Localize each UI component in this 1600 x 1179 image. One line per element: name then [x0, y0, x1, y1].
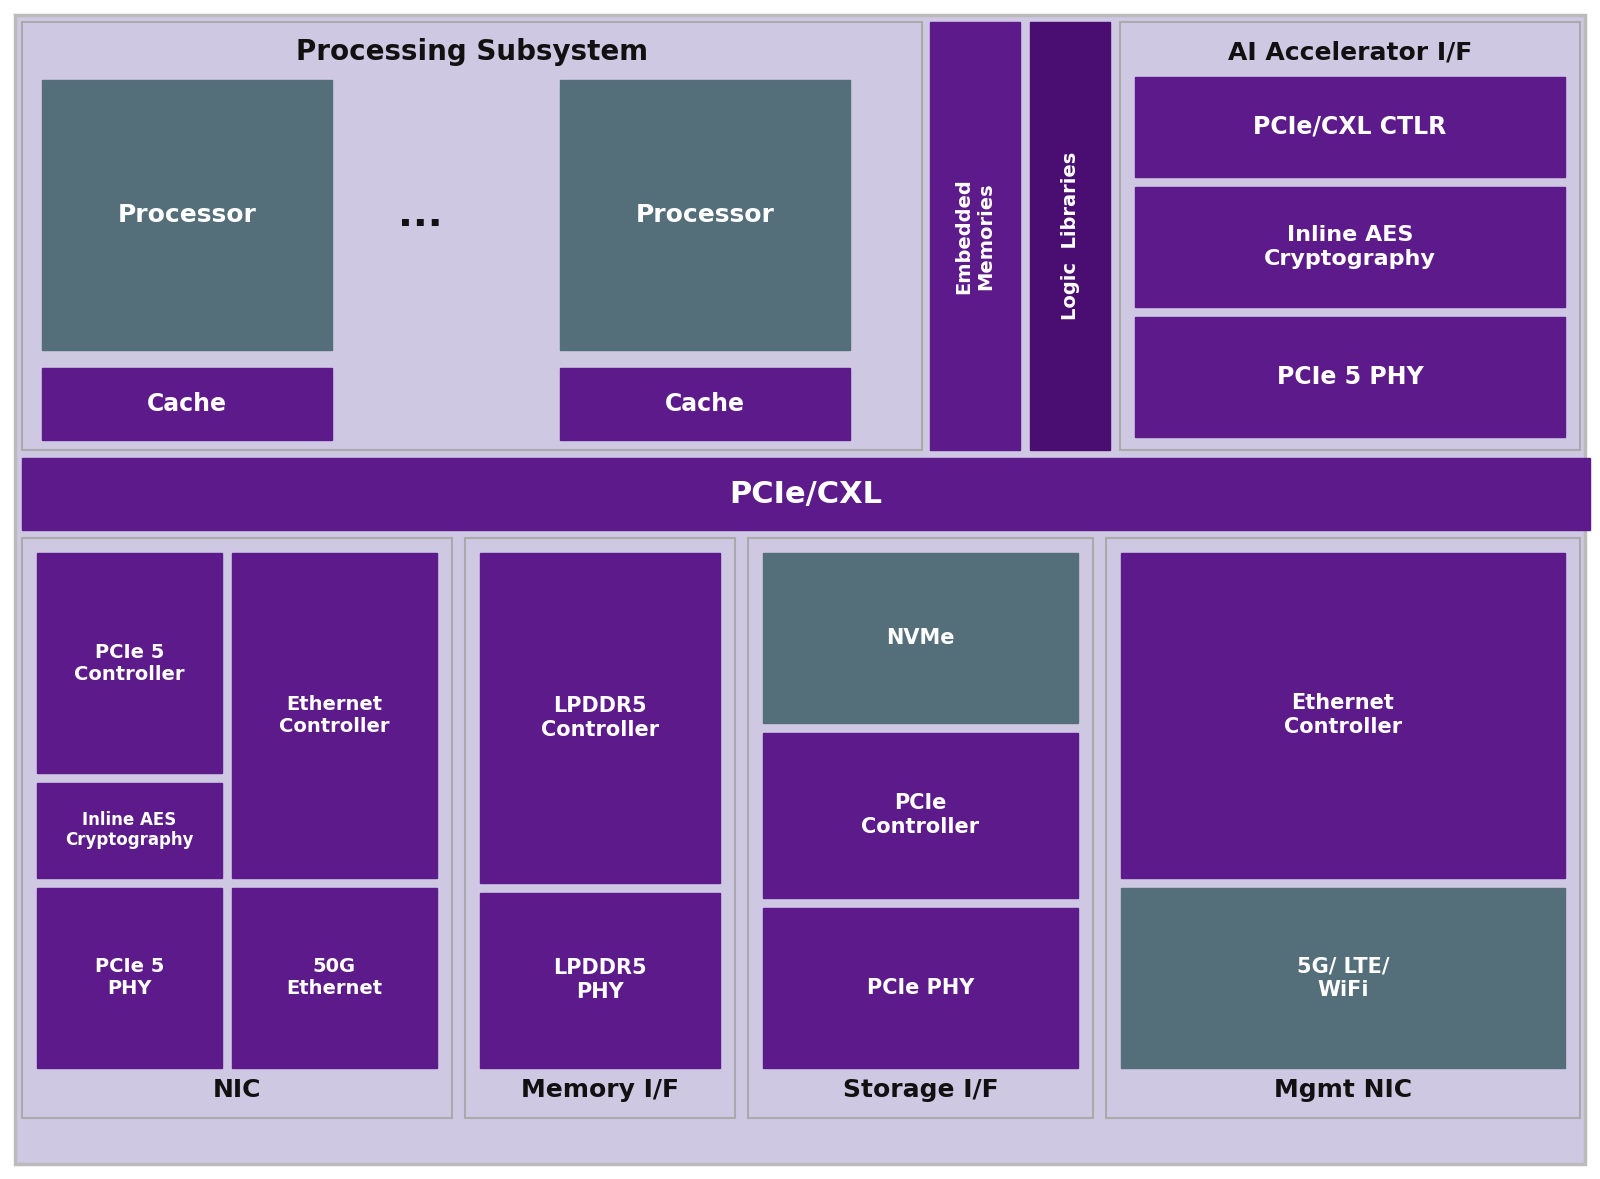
Bar: [232, 553, 437, 878]
Text: 50G
Ethernet: 50G Ethernet: [286, 957, 382, 999]
Text: Mgmt NIC: Mgmt NIC: [1274, 1078, 1413, 1102]
Text: PCIe/CXL CTLR: PCIe/CXL CTLR: [1253, 116, 1446, 139]
Bar: [1122, 553, 1565, 878]
Text: Embedded
Memories: Embedded Memories: [955, 178, 995, 294]
Bar: [42, 80, 333, 350]
Bar: [1106, 538, 1581, 1118]
Bar: [560, 368, 850, 440]
Bar: [1030, 22, 1110, 450]
Bar: [930, 22, 1021, 450]
Text: Ethernet
Controller: Ethernet Controller: [1283, 693, 1402, 737]
Bar: [560, 80, 850, 350]
Bar: [37, 553, 222, 773]
Text: Processing Subsystem: Processing Subsystem: [296, 38, 648, 66]
Text: NIC: NIC: [213, 1078, 261, 1102]
Bar: [37, 783, 222, 878]
Bar: [480, 893, 720, 1068]
Text: Inline AES
Cryptography: Inline AES Cryptography: [1264, 225, 1435, 269]
Text: LPDDR5
PHY: LPDDR5 PHY: [554, 959, 646, 1002]
Text: Cache: Cache: [666, 391, 746, 416]
Text: Memory I/F: Memory I/F: [522, 1078, 678, 1102]
Text: Processor: Processor: [635, 203, 774, 228]
Bar: [466, 538, 734, 1118]
Text: Storage I/F: Storage I/F: [843, 1078, 998, 1102]
Bar: [42, 368, 333, 440]
Text: PCIe PHY: PCIe PHY: [867, 979, 974, 997]
Text: PCIe/CXL: PCIe/CXL: [730, 480, 883, 508]
Text: PCIe 5
Controller: PCIe 5 Controller: [74, 643, 184, 684]
Bar: [1134, 77, 1565, 177]
Text: Cache: Cache: [147, 391, 227, 416]
Text: NVMe: NVMe: [886, 628, 955, 648]
Bar: [22, 538, 453, 1118]
Text: LPDDR5
Controller: LPDDR5 Controller: [541, 697, 659, 739]
Text: ...: ...: [398, 196, 442, 233]
Bar: [232, 888, 437, 1068]
Bar: [37, 888, 222, 1068]
Bar: [763, 553, 1078, 723]
Bar: [763, 733, 1078, 898]
Bar: [22, 22, 922, 450]
Text: PCIe
Controller: PCIe Controller: [861, 793, 979, 837]
Text: Ethernet
Controller: Ethernet Controller: [280, 694, 390, 736]
Bar: [1134, 317, 1565, 437]
Text: Processor: Processor: [117, 203, 256, 228]
Text: AI Accelerator I/F: AI Accelerator I/F: [1227, 40, 1472, 64]
Bar: [749, 538, 1093, 1118]
Text: Logic  Libraries: Logic Libraries: [1061, 152, 1080, 321]
Bar: [1134, 187, 1565, 307]
Bar: [1120, 22, 1581, 450]
Text: 5G/ LTE/
WiFi: 5G/ LTE/ WiFi: [1296, 956, 1389, 1000]
Bar: [763, 908, 1078, 1068]
Bar: [22, 457, 1590, 531]
Bar: [1122, 888, 1565, 1068]
Text: PCIe 5
PHY: PCIe 5 PHY: [94, 957, 165, 999]
Bar: [480, 553, 720, 883]
Text: PCIe 5 PHY: PCIe 5 PHY: [1277, 365, 1424, 389]
Text: Inline AES
Cryptography: Inline AES Cryptography: [66, 811, 194, 849]
